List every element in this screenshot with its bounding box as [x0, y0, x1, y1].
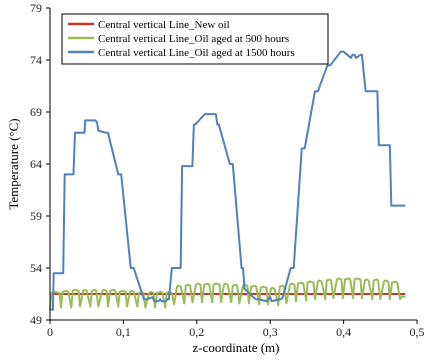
x-tick-label: 0,3: [263, 325, 278, 339]
series-line-3: [50, 50, 406, 311]
legend-box: [61, 13, 329, 65]
y-tick-label: 69: [30, 105, 42, 119]
legend-label-3: Central vertical Line_Oil aged at 1500 h…: [98, 47, 295, 59]
x-tick-label: 0: [47, 325, 53, 339]
x-tick-label: 0,2: [189, 325, 204, 339]
x-tick-label: 0,4: [336, 325, 351, 339]
legend: Central vertical Line_New oil Central ver…: [61, 13, 329, 65]
y-tick-label: 59: [30, 209, 42, 223]
y-tick-label: 54: [30, 261, 42, 275]
series-line-2: [49, 277, 406, 310]
x-tick-label: 0,1: [116, 325, 131, 339]
y-tick-label: 64: [30, 157, 42, 171]
y-tick-label: 79: [30, 1, 42, 15]
y-axis-label: Temperature (°C): [6, 118, 21, 209]
legend-label-2: Central vertical Line_Oil aged at 500 ho…: [98, 33, 289, 45]
y-tick-label: 74: [30, 53, 42, 67]
legend-label-1: Central vertical Line_New oil: [98, 19, 230, 31]
y-tick-label: 49: [30, 313, 42, 327]
x-tick-label: 0,5: [410, 325, 425, 339]
x-axis-label: z-coordinate (m): [193, 340, 280, 355]
